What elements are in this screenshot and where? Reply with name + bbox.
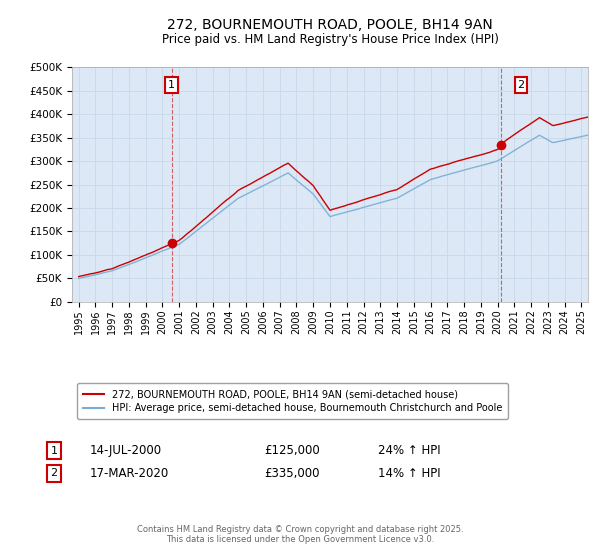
Text: Contains HM Land Registry data © Crown copyright and database right 2025.
This d: Contains HM Land Registry data © Crown c… (137, 525, 463, 544)
Text: £125,000: £125,000 (264, 444, 320, 458)
Text: 1: 1 (168, 80, 175, 90)
Text: 272, BOURNEMOUTH ROAD, POOLE, BH14 9AN: 272, BOURNEMOUTH ROAD, POOLE, BH14 9AN (167, 18, 493, 32)
Text: £335,000: £335,000 (264, 466, 320, 480)
Text: 1: 1 (50, 446, 58, 456)
Text: 17-MAR-2020: 17-MAR-2020 (90, 466, 169, 480)
Text: 14-JUL-2000: 14-JUL-2000 (90, 444, 162, 458)
Legend: 272, BOURNEMOUTH ROAD, POOLE, BH14 9AN (semi-detached house), HPI: Average price: 272, BOURNEMOUTH ROAD, POOLE, BH14 9AN (… (77, 384, 508, 419)
Text: 14% ↑ HPI: 14% ↑ HPI (378, 466, 440, 480)
Text: 2: 2 (50, 468, 58, 478)
Text: Price paid vs. HM Land Registry's House Price Index (HPI): Price paid vs. HM Land Registry's House … (161, 32, 499, 46)
Text: 24% ↑ HPI: 24% ↑ HPI (378, 444, 440, 458)
Text: 2: 2 (518, 80, 525, 90)
